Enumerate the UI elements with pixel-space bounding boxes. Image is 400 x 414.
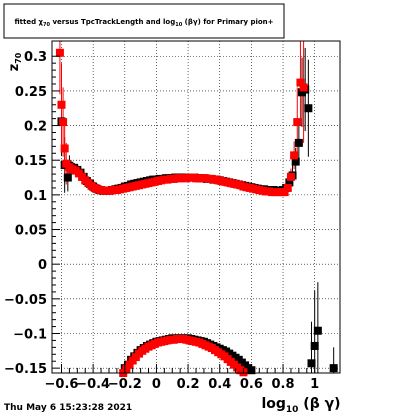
data-point xyxy=(285,178,294,187)
y-tick-label: 0 xyxy=(38,258,47,273)
data-point xyxy=(57,100,66,109)
data-point xyxy=(55,48,64,57)
data-point xyxy=(313,326,322,335)
data-point xyxy=(293,118,302,127)
markers xyxy=(55,48,338,377)
title-sub-10: 10 xyxy=(175,22,182,28)
x-label-sub: 10 xyxy=(286,405,299,414)
y-tick-label: 0.25 xyxy=(15,85,47,100)
data-point xyxy=(125,360,134,369)
y-axis-label: z70 xyxy=(7,52,23,71)
data-point xyxy=(286,172,295,181)
data-point xyxy=(307,359,316,368)
data-point xyxy=(290,151,299,160)
y-tick-label: −0.05 xyxy=(4,293,47,308)
data-point xyxy=(304,104,313,113)
y-tick-label: −0.1 xyxy=(13,327,47,342)
x-label-log: log xyxy=(261,396,285,412)
title-chi: χ xyxy=(39,18,44,26)
data-point xyxy=(296,78,305,87)
y-tick-label: 0.3 xyxy=(24,50,47,65)
title-part: fitted xyxy=(14,18,38,26)
y-tick-label: −0.15 xyxy=(4,362,47,377)
x-axis-ticks: −0.6−0.4−0.2 0 0.2 0.4 0.6 0.8 1 xyxy=(45,364,319,392)
data-point xyxy=(329,364,338,373)
x-tick-label: 1 xyxy=(310,377,319,392)
y-tick-label: 0.2 xyxy=(24,120,47,135)
data-point xyxy=(283,183,292,192)
data-point xyxy=(291,157,300,166)
x-axis-label: log10 (β γ) xyxy=(261,396,340,414)
data-point xyxy=(299,83,308,92)
x-tick-label: 0.4 xyxy=(208,377,231,392)
data-point xyxy=(280,188,289,197)
title-box xyxy=(3,3,285,39)
title-part: versus TpcTrackLength and log xyxy=(50,18,175,26)
data-point xyxy=(294,138,303,147)
data-point xyxy=(59,118,68,127)
x-tick-label: 0.6 xyxy=(240,377,263,392)
title-sub-70: 70 xyxy=(43,22,50,28)
data-point xyxy=(310,341,319,350)
data-point xyxy=(122,364,131,373)
y-tick-label: 0.05 xyxy=(15,224,47,239)
y-label-z: z xyxy=(7,64,22,72)
chart-title: fitted χ70 versus TpcTrackLength and log… xyxy=(14,18,273,28)
x-label-bg: (β γ) xyxy=(298,396,340,412)
y-tick-label: 0.15 xyxy=(15,154,47,169)
grid xyxy=(52,41,340,373)
data-point xyxy=(63,173,72,182)
svg-text:z70: z70 xyxy=(7,52,23,71)
x-tick-label: 0 xyxy=(152,377,161,392)
x-tick-label: −0.4 xyxy=(76,377,110,392)
title-part: (βγ) for Primary pion+ xyxy=(182,18,273,26)
x-tick-label: −0.2 xyxy=(108,377,142,392)
data-point xyxy=(60,144,69,153)
x-tick-label: 0.2 xyxy=(177,377,200,392)
timestamp: Thu May 6 15:23:28 2021 xyxy=(4,403,132,413)
x-tick-label: 0.8 xyxy=(272,377,295,392)
y-axis-ticks: −0.15 −0.1 −0.05 0 0.05 0.1 0.15 0.2 0.25 0.3 xyxy=(4,50,60,377)
y-tick-label: 0.1 xyxy=(24,189,47,204)
x-tick-label: −0.6 xyxy=(45,377,79,392)
y-label-sub: 70 xyxy=(14,52,23,64)
